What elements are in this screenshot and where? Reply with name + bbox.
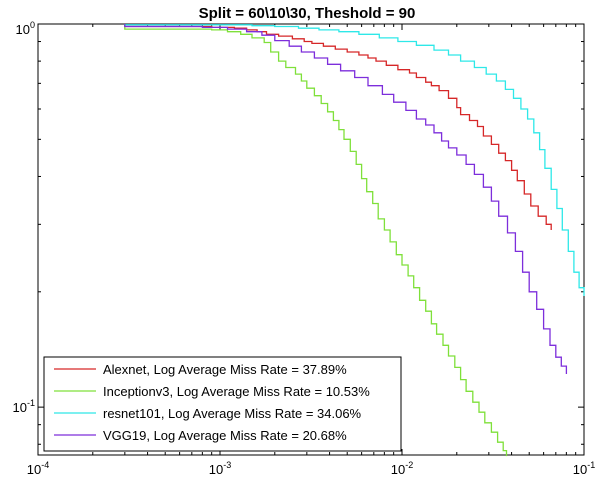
axis-ticks: 10-4 10-3 10-2 10-1 10-1 100: [13, 20, 596, 477]
series-line: [124, 24, 568, 374]
legend-label: resnet101, Log Average Miss Rate = 34.06…: [103, 406, 362, 421]
y-tick-label: 10-1: [13, 398, 35, 415]
legend-label: VGG19, Log Average Miss Rate = 20.68%: [103, 428, 347, 443]
y-tick-label: 100: [16, 20, 35, 37]
series-line: [124, 24, 585, 296]
series-lines: [124, 24, 585, 457]
x-tick-label: 10-1: [573, 460, 595, 477]
x-tick-label: 10-2: [391, 460, 413, 477]
series-line: [124, 24, 508, 457]
legend-box: [43, 356, 402, 452]
series-line: [124, 24, 552, 230]
chart-title: Split = 60\10\30, Theshold = 90: [199, 5, 416, 22]
legend-label: Alexnet, Log Average Miss Rate = 37.89%: [103, 362, 347, 377]
legend: Alexnet, Log Average Miss Rate = 37.89% I…: [43, 356, 402, 452]
x-tick-label: 10-4: [27, 460, 49, 477]
legend-label: Inceptionv3, Log Average Miss Rate = 10.…: [103, 384, 370, 399]
x-tick-label: 10-3: [209, 460, 231, 477]
